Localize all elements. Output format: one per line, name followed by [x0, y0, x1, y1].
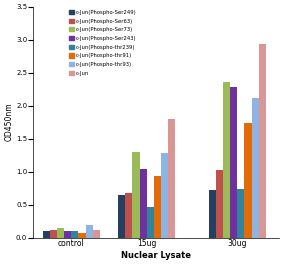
Bar	[259, 44, 266, 238]
Bar	[245, 123, 252, 238]
Bar	[125, 193, 132, 238]
Bar	[50, 230, 57, 238]
Bar	[237, 189, 245, 238]
Bar	[154, 176, 161, 238]
Bar	[78, 233, 85, 238]
Bar	[93, 230, 100, 238]
Bar	[230, 87, 237, 238]
Bar	[168, 119, 175, 238]
Bar	[223, 82, 230, 238]
Bar	[216, 170, 223, 238]
Y-axis label: OD450nm: OD450nm	[4, 103, 13, 142]
Bar	[147, 207, 154, 238]
Bar	[42, 231, 50, 238]
Bar	[209, 190, 216, 238]
X-axis label: Nuclear Lysate: Nuclear Lysate	[121, 251, 191, 260]
Legend: c-Jun(Phospho-Ser249), c-Jun(Phospho-Ser63), c-Jun(Phospho-Ser73), c-Jun(Phospho: c-Jun(Phospho-Ser249), c-Jun(Phospho-Ser…	[68, 9, 137, 76]
Bar	[64, 231, 71, 238]
Bar	[71, 231, 78, 238]
Bar	[57, 228, 64, 238]
Bar	[161, 153, 168, 238]
Bar	[140, 169, 147, 238]
Bar	[132, 152, 140, 238]
Bar	[118, 195, 125, 238]
Bar	[85, 225, 93, 238]
Bar	[252, 98, 259, 238]
